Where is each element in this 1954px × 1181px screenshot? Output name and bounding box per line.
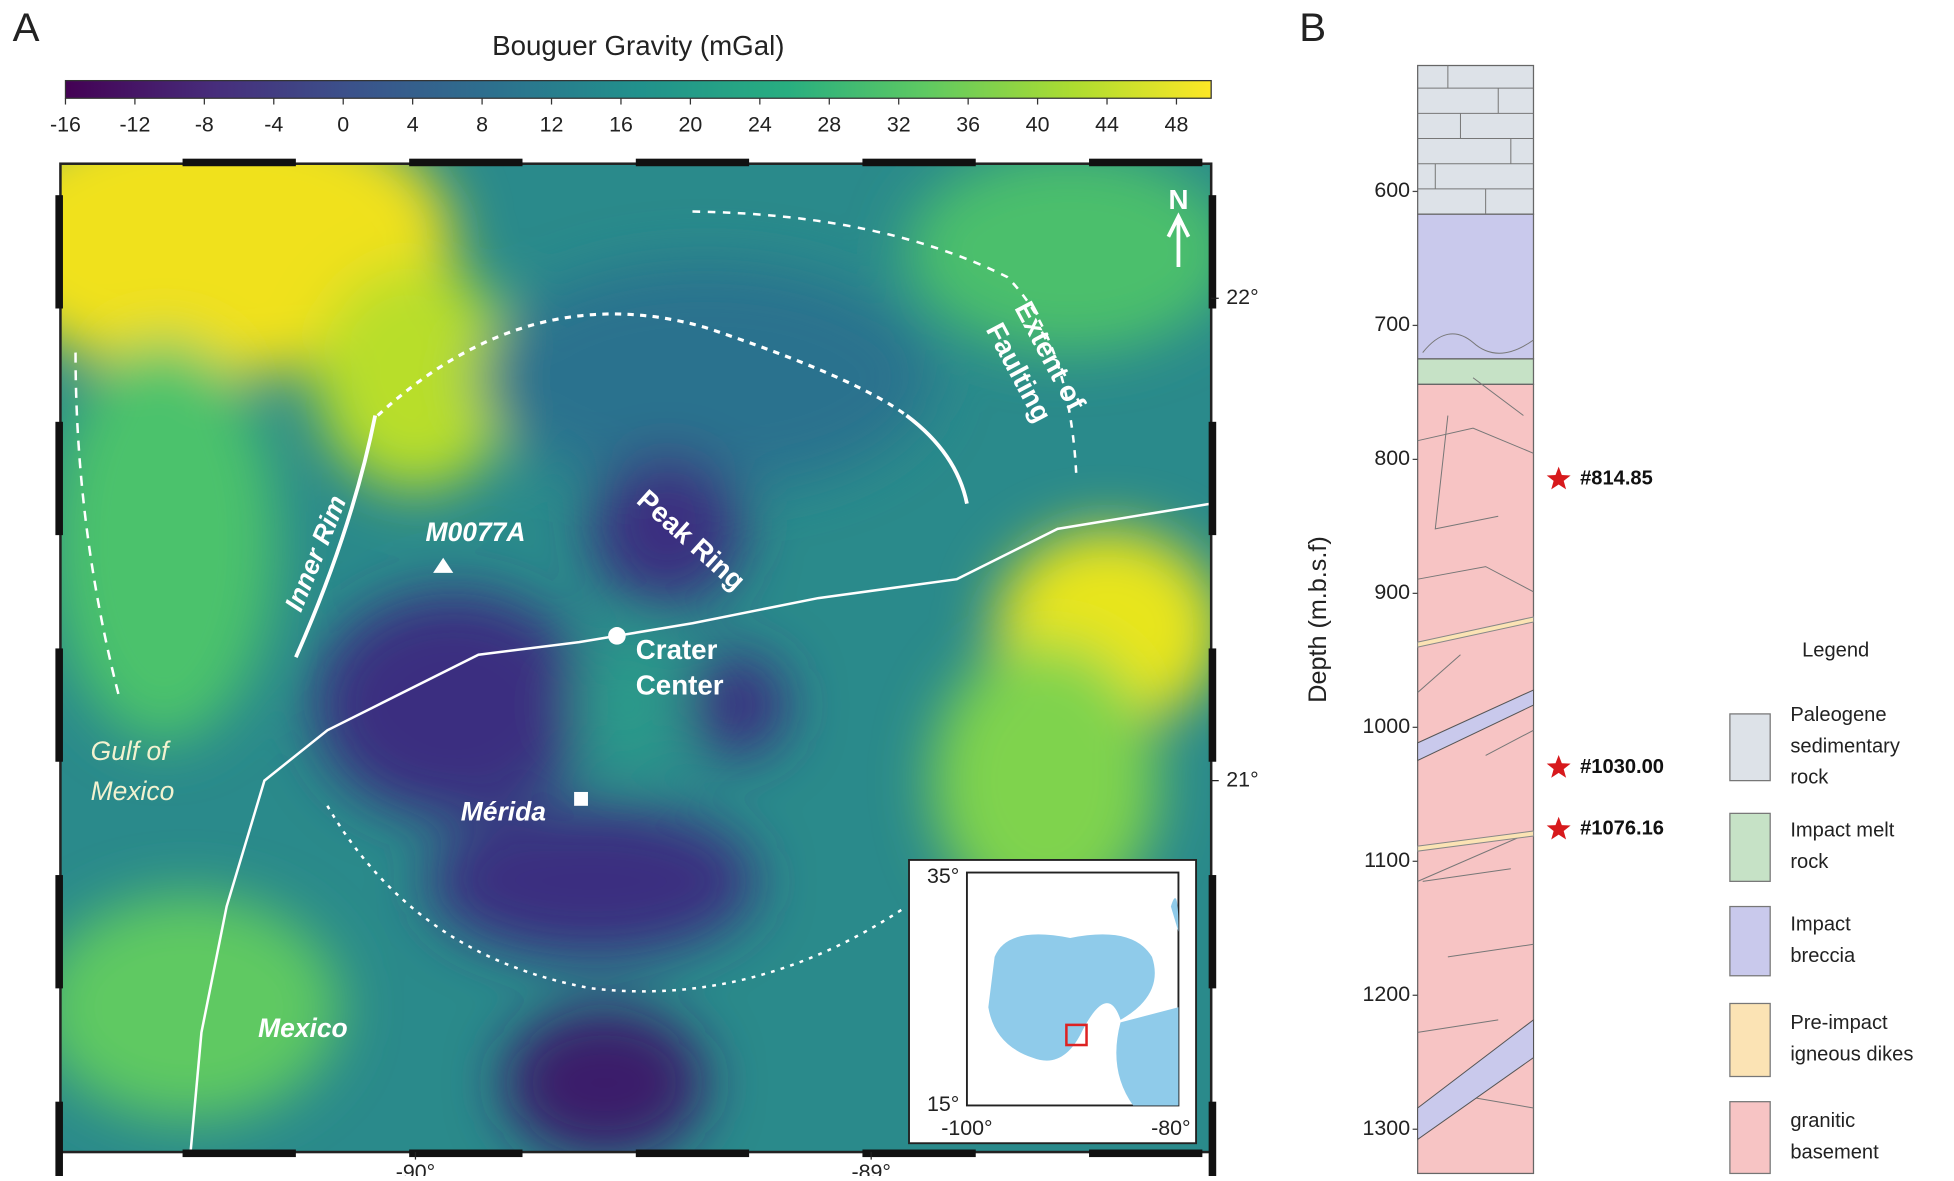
depth-axis: 600 700 800 900 1000 1100 1200 1300 [1363,178,1418,1140]
strat-layer [1418,359,1534,384]
colorbar-tick-label: 8 [476,113,488,137]
strat-layer [1418,214,1534,359]
legend-label-line: Impact melt [1790,820,1894,842]
colorbar-tick-label: 36 [956,113,980,137]
depth-tick-label: 1300 [1363,1116,1411,1140]
colorbar-tick-label: 28 [817,113,841,137]
frame-segment [862,159,975,167]
colorbar-tick-label: 40 [1026,113,1050,137]
sample-label: #814.85 [1580,468,1653,490]
legend-label: Pre-impact igneous dikes [1790,1013,1913,1066]
merida-label: Mérida [461,796,546,826]
lon-tick-label: -90° [396,1160,435,1176]
inset-map: 35° 15° -100° -80° [909,860,1196,1143]
colorbar-title: Bouguer Gravity (mGal) [492,30,784,61]
sample-star [1547,755,1571,778]
colorbar-tick-label: 44 [1095,113,1119,137]
frame-segment [55,1102,63,1176]
depth-tick-label: 1000 [1363,714,1411,738]
colorbar-tick-label: -12 [119,113,150,137]
frame-segment [1209,195,1217,308]
site-label: M0077A [426,517,526,547]
figure: A Bouguer Gravity (mGal) [0,0,1954,1176]
colorbar-tick-label: 4 [407,113,419,137]
frame-segment [636,159,749,167]
legend-label-line: Pre-impact [1790,1013,1888,1035]
legend-swatch [1730,813,1770,881]
legend-title: Legend [1802,639,1869,661]
sample-star [1547,817,1571,840]
frame-segment [55,875,63,988]
strat-column [1418,66,1534,1174]
legend-label-line: Impact [1790,914,1851,936]
frame-segment [1089,1150,1202,1158]
frame-segment [183,159,296,167]
sample-star [1547,467,1571,490]
frame-segment [409,159,522,167]
legend-label: Impact breccia [1790,914,1856,967]
depth-axis-label: Depth (m.b.s.f) [1304,536,1332,702]
depth-tick-label: 800 [1374,446,1410,470]
frame-segment [183,1150,296,1158]
legend-label: granitic basement [1790,1110,1879,1163]
legend-label-line: basement [1790,1142,1879,1164]
frame-segment [1209,422,1217,535]
frame-segment [1089,159,1202,167]
inset-lon-label: -80° [1151,1116,1190,1140]
panel-label: A [13,5,40,50]
frame-segment [55,648,63,761]
frame-segment [1209,1102,1217,1176]
colorbar-tick-label: 32 [887,113,911,137]
inset-lat-label: 15° [927,1092,959,1116]
sample-label: #1076.16 [1580,818,1664,840]
panel-label: B [1299,5,1326,50]
colorbar-tick-label: -8 [195,113,214,137]
legend-label-line: rock [1790,851,1829,873]
frame-segment [862,1150,975,1158]
legend-label: Impact melt rock [1790,820,1894,873]
frame-segment [55,195,63,308]
legend-swatch [1730,1102,1770,1174]
frame-segment [55,422,63,535]
lat-tick-label: 21° [1226,767,1258,791]
legend-swatch [1730,907,1770,976]
legend-label-line: breccia [1790,945,1856,967]
samples: #814.85 #1030.00 #1076.16 [1547,467,1664,840]
colorbar-tick-label: 16 [609,113,633,137]
legend-label-line: sedimentary [1790,736,1901,758]
inset-lon-label: -100° [941,1116,992,1140]
colorbar-tick-label: 24 [748,113,772,137]
sample-label: #1030.00 [1580,756,1664,778]
legend-label-line: igneous dikes [1790,1044,1913,1066]
colorbar-tick-label: -16 [50,113,81,137]
colorbar-tick-label: -4 [264,113,283,137]
depth-tick-label: 1200 [1363,982,1411,1006]
mexico-label: Mexico [258,1013,348,1043]
legend-label-line: rock [1790,767,1829,789]
frame-segment [1209,875,1217,988]
frame-segment [1209,648,1217,761]
lon-tick-label: -89° [851,1160,890,1176]
inset-lat-label: 35° [927,864,959,888]
legend-swatch [1730,1003,1770,1076]
colorbar [65,81,1211,99]
depth-tick-label: 600 [1374,178,1410,202]
legend-swatch [1730,714,1770,781]
depth-tick-label: 900 [1374,580,1410,604]
legend-label-line: Paleogene [1790,704,1886,726]
depth-tick-label: 700 [1374,312,1410,336]
colorbar-tick-label: 48 [1165,113,1189,137]
colorbar-tick-label: 12 [540,113,564,137]
legend-label: Paleogene sedimentary rock [1790,704,1901,789]
north-label: N [1168,184,1188,215]
depth-tick-label: 1100 [1364,848,1410,872]
frame-segment [636,1150,749,1158]
frame-segment [409,1150,522,1158]
lat-tick-label: 22° [1226,285,1258,309]
colorbar-tick-label: 20 [679,113,703,137]
colorbar-tick-label: 0 [337,113,349,137]
legend-label-line: granitic [1790,1110,1855,1132]
